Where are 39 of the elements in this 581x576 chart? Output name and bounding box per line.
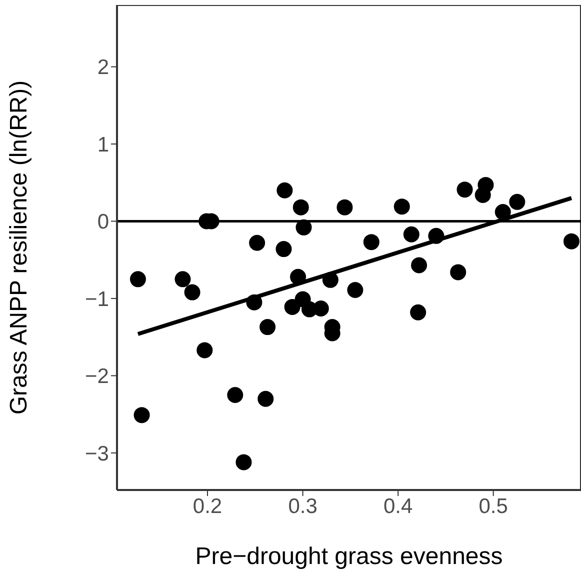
x-tick-label: 0.3 <box>288 494 318 518</box>
y-tick-label: 2 <box>97 56 109 80</box>
point <box>347 282 364 298</box>
y-tick-label: 1 <box>97 133 109 156</box>
y-tick-label: 0 <box>97 210 109 234</box>
point <box>363 234 380 250</box>
point <box>196 342 213 358</box>
point <box>292 199 309 216</box>
point <box>410 304 426 320</box>
point <box>134 407 150 424</box>
x-axis-title: Pre−drought grass evenness <box>195 543 503 570</box>
point <box>403 226 420 242</box>
y-tick-label: −2 <box>85 365 109 388</box>
point <box>450 264 466 280</box>
point <box>130 271 146 288</box>
point <box>276 182 293 198</box>
point <box>478 176 494 193</box>
y-axis-title: Grass ANPP resilience (ln(RR)) <box>6 80 33 415</box>
x-tick-label: 0.5 <box>478 494 508 518</box>
point <box>276 241 292 258</box>
point <box>174 271 191 288</box>
y-tick-label: −3 <box>85 442 109 466</box>
point <box>456 182 473 198</box>
point <box>184 284 200 300</box>
x-tick-label: 0.2 <box>192 494 222 518</box>
x-tick-label: 0.4 <box>383 494 413 518</box>
point <box>411 257 428 274</box>
point <box>236 454 252 470</box>
point <box>509 194 526 210</box>
point <box>312 300 329 317</box>
point <box>563 233 580 250</box>
point <box>336 199 353 216</box>
point <box>296 219 312 236</box>
y-tick-label: −1 <box>85 288 109 311</box>
point <box>260 319 276 336</box>
point <box>227 387 244 404</box>
point <box>249 234 266 251</box>
point <box>394 198 410 215</box>
point <box>258 390 274 407</box>
